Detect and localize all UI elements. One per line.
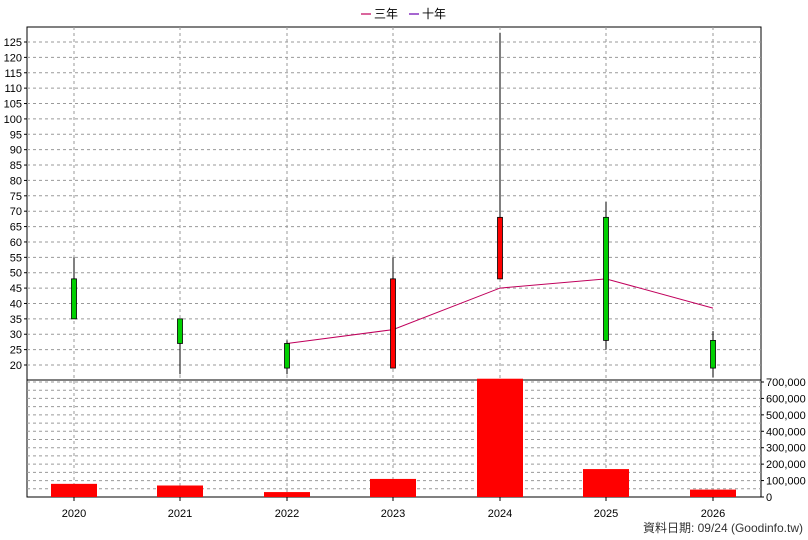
volume-bar-2020 xyxy=(51,483,97,497)
price-tick-label: 95 xyxy=(10,129,22,141)
footer-text: 資料日期: 09/24 (Goodinfo.tw) xyxy=(643,521,803,535)
volume-tick-label: 400,000 xyxy=(766,426,806,438)
volume-axis: 0 100,000 200,000 300,000 400,000 500,000 600,… xyxy=(761,377,806,504)
price-tick-label: 25 xyxy=(10,345,22,357)
volume-bar-2022 xyxy=(264,492,310,497)
price-tick-label: 20 xyxy=(10,360,22,372)
price-tick-label: 60 xyxy=(10,237,22,249)
candle-body-2022 xyxy=(284,343,290,369)
x-tick-label: 2021 xyxy=(168,508,192,520)
volume-bar-2025 xyxy=(583,469,629,497)
volume-tick-label: 100,000 xyxy=(766,476,806,488)
candle-body-2025 xyxy=(603,216,609,341)
volume-tick-label: 300,000 xyxy=(766,443,806,455)
x-axis: 2020 2021 2022 2023 2024 2025 2026 xyxy=(62,497,725,520)
candle-body-2021 xyxy=(177,318,183,344)
x-tick-label: 2025 xyxy=(594,508,618,520)
price-tick-label: 65 xyxy=(10,222,22,234)
price-tick-label: 50 xyxy=(10,268,22,280)
price-tick-label: 70 xyxy=(10,206,22,218)
price-tick-label: 75 xyxy=(10,191,22,203)
legend-label-1: 十年 xyxy=(422,7,446,21)
legend: 三年 十年 xyxy=(361,7,446,21)
volume-tick-label: 200,000 xyxy=(766,459,806,471)
volume-bar-2024 xyxy=(477,378,523,497)
price-tick-label: 110 xyxy=(4,83,22,95)
series-line-0 xyxy=(286,278,714,344)
volume-tick-label: 600,000 xyxy=(766,393,806,405)
x-tick-label: 2022 xyxy=(275,508,299,520)
volume-tick-label: 0 xyxy=(766,492,772,504)
price-tick-label: 30 xyxy=(10,329,22,341)
x-tick-label: 2023 xyxy=(381,508,405,520)
volume-bar-2026 xyxy=(690,489,736,497)
price-axis: 20 25 30 35 40 45 50 55 60 65 70 75 80 85 90 95 100 105 11… xyxy=(4,37,27,372)
legend-label-0: 三年 xyxy=(374,7,398,21)
price-tick-label: 120 xyxy=(4,52,22,64)
volume-tick-label: 500,000 xyxy=(766,410,806,422)
candle-body-2024 xyxy=(497,216,503,280)
volume-tick-label: 700,000 xyxy=(766,377,806,389)
moving-average-lines xyxy=(286,278,714,344)
volume-bars xyxy=(51,378,736,497)
price-tick-label: 45 xyxy=(10,283,22,295)
candle-body-2023 xyxy=(390,278,396,369)
price-tick-label: 80 xyxy=(10,175,22,187)
volume-bar-2023 xyxy=(370,478,416,497)
price-tick-label: 40 xyxy=(10,298,22,310)
candle-body-2020 xyxy=(71,278,77,320)
candlesticks xyxy=(71,32,716,378)
price-tick-label: 85 xyxy=(10,160,22,172)
price-tick-label: 105 xyxy=(4,99,22,111)
grid xyxy=(27,27,761,497)
price-tick-label: 100 xyxy=(4,114,22,126)
price-tick-label: 55 xyxy=(10,252,22,264)
x-tick-label: 2020 xyxy=(62,508,86,520)
price-tick-label: 35 xyxy=(10,314,22,326)
price-tick-label: 115 xyxy=(4,68,22,80)
candle-body-2026 xyxy=(710,339,716,369)
price-tick-label: 125 xyxy=(4,37,22,49)
volume-bar-2021 xyxy=(157,485,203,497)
x-tick-label: 2026 xyxy=(701,508,725,520)
x-tick-label: 2024 xyxy=(488,508,512,520)
price-tick-label: 90 xyxy=(10,145,22,157)
